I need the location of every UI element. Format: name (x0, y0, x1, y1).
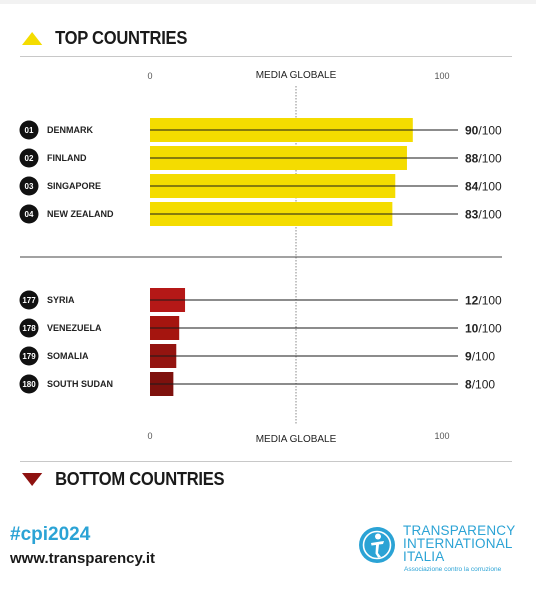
x-tick-label-top-0: 0 (147, 71, 152, 81)
hashtag: #cpi2024 (10, 524, 91, 545)
x-tick-label-bottom-100: 100 (434, 431, 449, 441)
cpi-bar-chart: 0 100 MEDIA GLOBALE 0 100 MEDIA GLOBALE 01 DENM… (19, 70, 502, 445)
rank-badge (19, 204, 39, 224)
rank-label: 180 (22, 380, 36, 389)
score-suffix: /100 (472, 349, 496, 363)
triangle-down-icon (22, 473, 43, 486)
logo-line-1: TRANSPARENCY (403, 523, 516, 538)
score-value: 10 (465, 321, 479, 335)
top-countries-title: TOP COUNTRIES (55, 28, 188, 48)
score-value: 84 (465, 179, 479, 193)
score-suffix: /100 (478, 179, 502, 193)
rank-badge (19, 290, 39, 310)
score-label: 83/100 (465, 207, 502, 221)
score-label: 12/100 (465, 293, 502, 307)
score-suffix: /100 (478, 293, 502, 307)
logo-line-3: ITALIA (403, 549, 445, 564)
reference-line-label-bottom: MEDIA GLOBALE (256, 434, 337, 445)
rank-badge (19, 374, 39, 394)
score-value: 9 (465, 349, 472, 363)
rank-badge (19, 318, 39, 338)
score-label: 10/100 (465, 321, 502, 335)
bottom-countries-title: BOTTOM COUNTRIES (55, 469, 225, 489)
score-suffix: /100 (478, 123, 502, 137)
score-label: 8/100 (465, 377, 495, 391)
rank-badge (19, 346, 39, 366)
rank-label: 02 (25, 154, 34, 163)
country-label: SINGAPORE (47, 181, 101, 191)
country-label: FINLAND (47, 153, 87, 163)
score-suffix: /100 (478, 207, 502, 221)
logo-line-2: INTERNATIONAL (403, 536, 513, 551)
bottom-divider (20, 461, 512, 462)
score-value: 83 (465, 207, 479, 221)
rank-label: 04 (25, 210, 34, 219)
score-suffix: /100 (478, 321, 502, 335)
rank-label: 177 (22, 296, 36, 305)
top-border (0, 0, 536, 4)
rank-label: 179 (22, 352, 36, 361)
transparency-person-circle-icon (359, 527, 395, 563)
x-tick-label-bottom-0: 0 (147, 431, 152, 441)
rank-badge (19, 120, 39, 140)
x-tick-label-top-100: 100 (434, 71, 449, 81)
score-value: 12 (465, 293, 479, 307)
score-label: 90/100 (465, 123, 502, 137)
rank-label: 178 (22, 324, 36, 333)
rank-badge (19, 148, 39, 168)
rank-badge (19, 176, 39, 196)
country-label: SYRIA (47, 295, 75, 305)
website-link[interactable]: www.transparency.it (10, 550, 156, 567)
bottom-countries-header: BOTTOM COUNTRIES (22, 469, 225, 490)
logo-subtitle: Associazione contro la corruzione (404, 566, 502, 573)
score-value: 90 (465, 123, 479, 137)
score-value: 8 (465, 377, 472, 391)
score-suffix: /100 (478, 151, 502, 165)
country-label: SOUTH SUDAN (47, 379, 113, 389)
transparency-international-logo: TRANSPARENCY INTERNATIONAL ITALIA Associ… (358, 524, 528, 580)
country-label: VENEZUELA (47, 323, 102, 333)
rank-label: 01 (25, 126, 34, 135)
country-label: NEW ZEALAND (47, 209, 114, 219)
score-suffix: /100 (472, 377, 496, 391)
country-label: SOMALIA (47, 351, 89, 361)
score-label: 88/100 (465, 151, 502, 165)
reference-line-label-top: MEDIA GLOBALE (256, 70, 337, 81)
score-value: 88 (465, 151, 479, 165)
country-label: DENMARK (47, 125, 93, 135)
top-countries-header: TOP COUNTRIES (22, 28, 187, 49)
score-label: 9/100 (465, 349, 495, 363)
score-label: 84/100 (465, 179, 502, 193)
top-divider (20, 56, 512, 57)
rank-label: 03 (25, 182, 34, 191)
triangle-up-icon (22, 32, 43, 45)
